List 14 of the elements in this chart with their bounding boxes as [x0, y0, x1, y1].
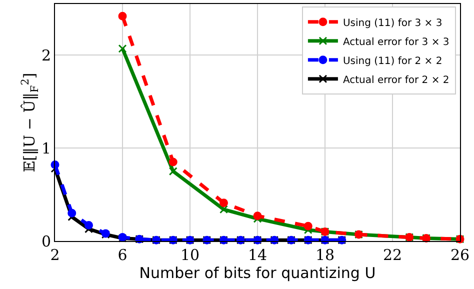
x-tick-label: 22 — [382, 246, 402, 264]
x-tick-label: 26 — [450, 246, 470, 264]
legend-label: Actual error for 3 × 3 — [342, 36, 450, 48]
legend-label: Using (11) for 3 × 3 — [342, 18, 442, 29]
x-axis-title: Number of bits for quantizing U — [139, 264, 376, 282]
legend-label: Using (11) for 2 × 2 — [342, 56, 442, 67]
x-tick-label: 18 — [315, 246, 335, 264]
y-tick-label: 2 — [41, 46, 51, 64]
x-tick-label: 10 — [180, 246, 200, 264]
x-tick-label: 14 — [248, 246, 268, 264]
x-tick-label: 6 — [118, 246, 128, 264]
legend-label: Actual error for 2 × 2 — [342, 74, 450, 86]
y-tick-label: 0 — [41, 232, 51, 250]
y-tick-label: 1 — [41, 139, 51, 158]
